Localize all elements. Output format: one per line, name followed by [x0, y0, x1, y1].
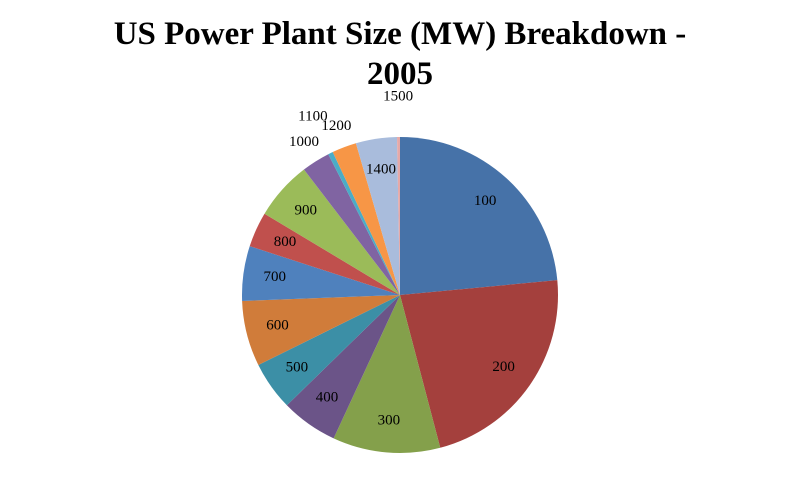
pie-slice: [303, 154, 400, 295]
slice-label: 1200: [321, 118, 351, 134]
slice-label: 300: [378, 412, 401, 428]
pie-slice: [242, 246, 400, 301]
pie-slice: [400, 280, 558, 448]
slice-label: 1500: [383, 88, 413, 104]
slice-label: 600: [266, 317, 289, 333]
slice-label: 900: [294, 202, 317, 218]
pie-slice: [286, 295, 400, 439]
pie-slice: [249, 213, 400, 295]
pie-slice: [242, 295, 400, 365]
slice-label: 400: [316, 390, 339, 406]
slice-label: 500: [286, 359, 309, 375]
slice-label: 200: [492, 359, 515, 375]
slice-label: 100: [474, 193, 497, 209]
pie-slice: [264, 169, 400, 295]
pie-slice: [332, 143, 400, 295]
pie-slice: [400, 137, 558, 295]
pie-slice: [397, 137, 400, 295]
slice-label: 1100: [298, 109, 327, 125]
slice-label: 1400: [366, 161, 396, 177]
pie-slice: [355, 137, 400, 295]
slice-label: 700: [264, 269, 287, 285]
slice-label: 1000: [289, 134, 319, 150]
chart-title: US Power Plant Size (MW) Breakdown - 200…: [113, 16, 687, 92]
pie-slice: [328, 152, 400, 295]
pie-slice: [333, 295, 441, 453]
pie-slice: [258, 295, 400, 406]
slice-label: 800: [274, 234, 297, 250]
